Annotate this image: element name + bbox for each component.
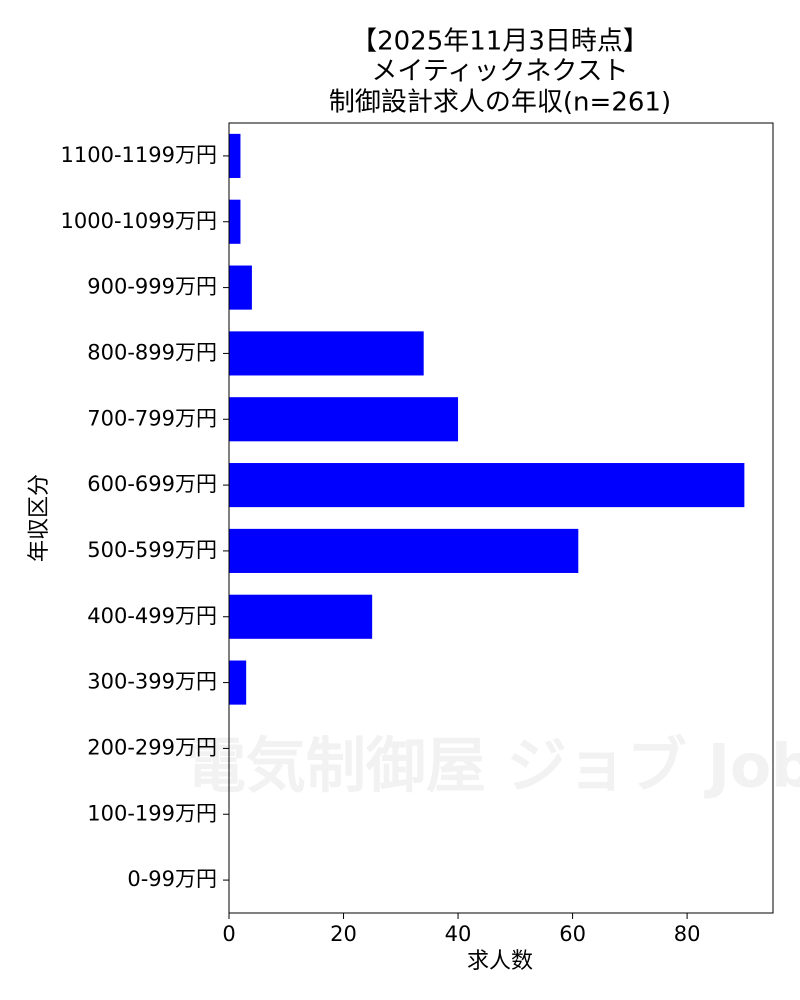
watermark: 電気制御屋 ジョブ Job — [186, 732, 800, 802]
bar — [229, 528, 579, 573]
bar — [229, 265, 252, 310]
y-tick-label: 800-899万円 — [87, 340, 217, 364]
y-tick-label: 400-499万円 — [87, 604, 217, 628]
bar — [229, 594, 373, 639]
y-tick-label: 1000-1099万円 — [61, 209, 217, 233]
chart-title: 制御設計求人の年収(n=261) — [329, 88, 671, 118]
y-tick-label: 600-699万円 — [87, 472, 217, 496]
x-tick-label: 20 — [330, 922, 357, 946]
y-tick-label: 300-399万円 — [87, 670, 217, 694]
bar — [229, 660, 247, 705]
y-tick-label: 500-599万円 — [87, 538, 217, 562]
x-tick-label: 0 — [222, 922, 235, 946]
y-tick-label: 700-799万円 — [87, 406, 217, 430]
y-tick-label: 100-199万円 — [87, 801, 217, 825]
plot-frame — [228, 122, 774, 914]
y-tick-label: 900-999万円 — [87, 275, 217, 299]
bar — [229, 463, 745, 508]
y-tick-label: 200-299万円 — [87, 735, 217, 759]
bar — [229, 331, 424, 376]
y-tick-label: 0-99万円 — [127, 867, 217, 891]
x-tick-label: 40 — [445, 922, 472, 946]
x-tick-label: 60 — [559, 922, 586, 946]
bar — [229, 199, 241, 244]
bar — [229, 133, 241, 178]
y-tick-label: 1100-1199万円 — [61, 143, 217, 167]
chart-title: メイティックネクスト — [371, 57, 628, 87]
x-tick-label: 80 — [674, 922, 701, 946]
y-axis-label: 年収区分 — [27, 474, 52, 562]
bar — [229, 397, 459, 442]
chart-title: 【2025年11月3日時点】 — [351, 27, 649, 57]
x-axis-label: 求人数 — [467, 949, 533, 974]
